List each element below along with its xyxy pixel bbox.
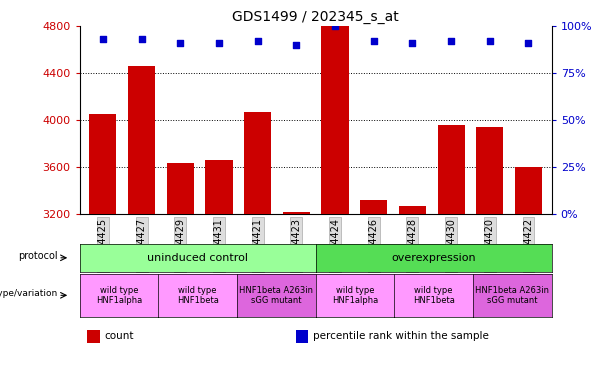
Text: HNF1beta A263in
sGG mutant: HNF1beta A263in sGG mutant [475, 286, 549, 305]
Point [137, 36, 147, 42]
Bar [438, 124, 465, 214]
Bar [296, 330, 308, 343]
Text: wild type
HNF1alpha: wild type HNF1alpha [96, 286, 142, 305]
Point [291, 42, 301, 48]
Point [330, 23, 340, 29]
Text: wild type
HNF1beta: wild type HNF1beta [413, 286, 455, 305]
Point [175, 40, 185, 46]
Text: genotype/variation: genotype/variation [0, 289, 58, 298]
Bar [515, 167, 542, 214]
Point [369, 38, 379, 44]
Text: wild type
HNF1beta: wild type HNF1beta [177, 286, 219, 305]
Bar [399, 206, 426, 214]
Text: wild type
HNF1alpha: wild type HNF1alpha [332, 286, 378, 305]
Title: GDS1499 / 202345_s_at: GDS1499 / 202345_s_at [232, 10, 399, 24]
Text: protocol: protocol [18, 251, 58, 261]
Bar [167, 164, 194, 214]
Text: overexpression: overexpression [391, 253, 476, 263]
Bar [283, 212, 310, 214]
Bar [128, 66, 155, 214]
Bar [321, 26, 349, 214]
Point [524, 40, 533, 46]
Bar [360, 200, 387, 214]
Bar [205, 160, 232, 214]
Bar [244, 112, 271, 214]
Text: percentile rank within the sample: percentile rank within the sample [313, 331, 489, 340]
Point [214, 40, 224, 46]
Bar [476, 127, 503, 214]
Point [485, 38, 495, 44]
Text: count: count [105, 331, 134, 340]
Point [253, 38, 262, 44]
Bar [89, 114, 116, 214]
Point [446, 38, 456, 44]
Bar [87, 330, 100, 343]
Text: HNF1beta A263in
sGG mutant: HNF1beta A263in sGG mutant [239, 286, 313, 305]
Point [98, 36, 108, 42]
Text: uninduced control: uninduced control [147, 253, 248, 263]
Point [408, 40, 417, 46]
